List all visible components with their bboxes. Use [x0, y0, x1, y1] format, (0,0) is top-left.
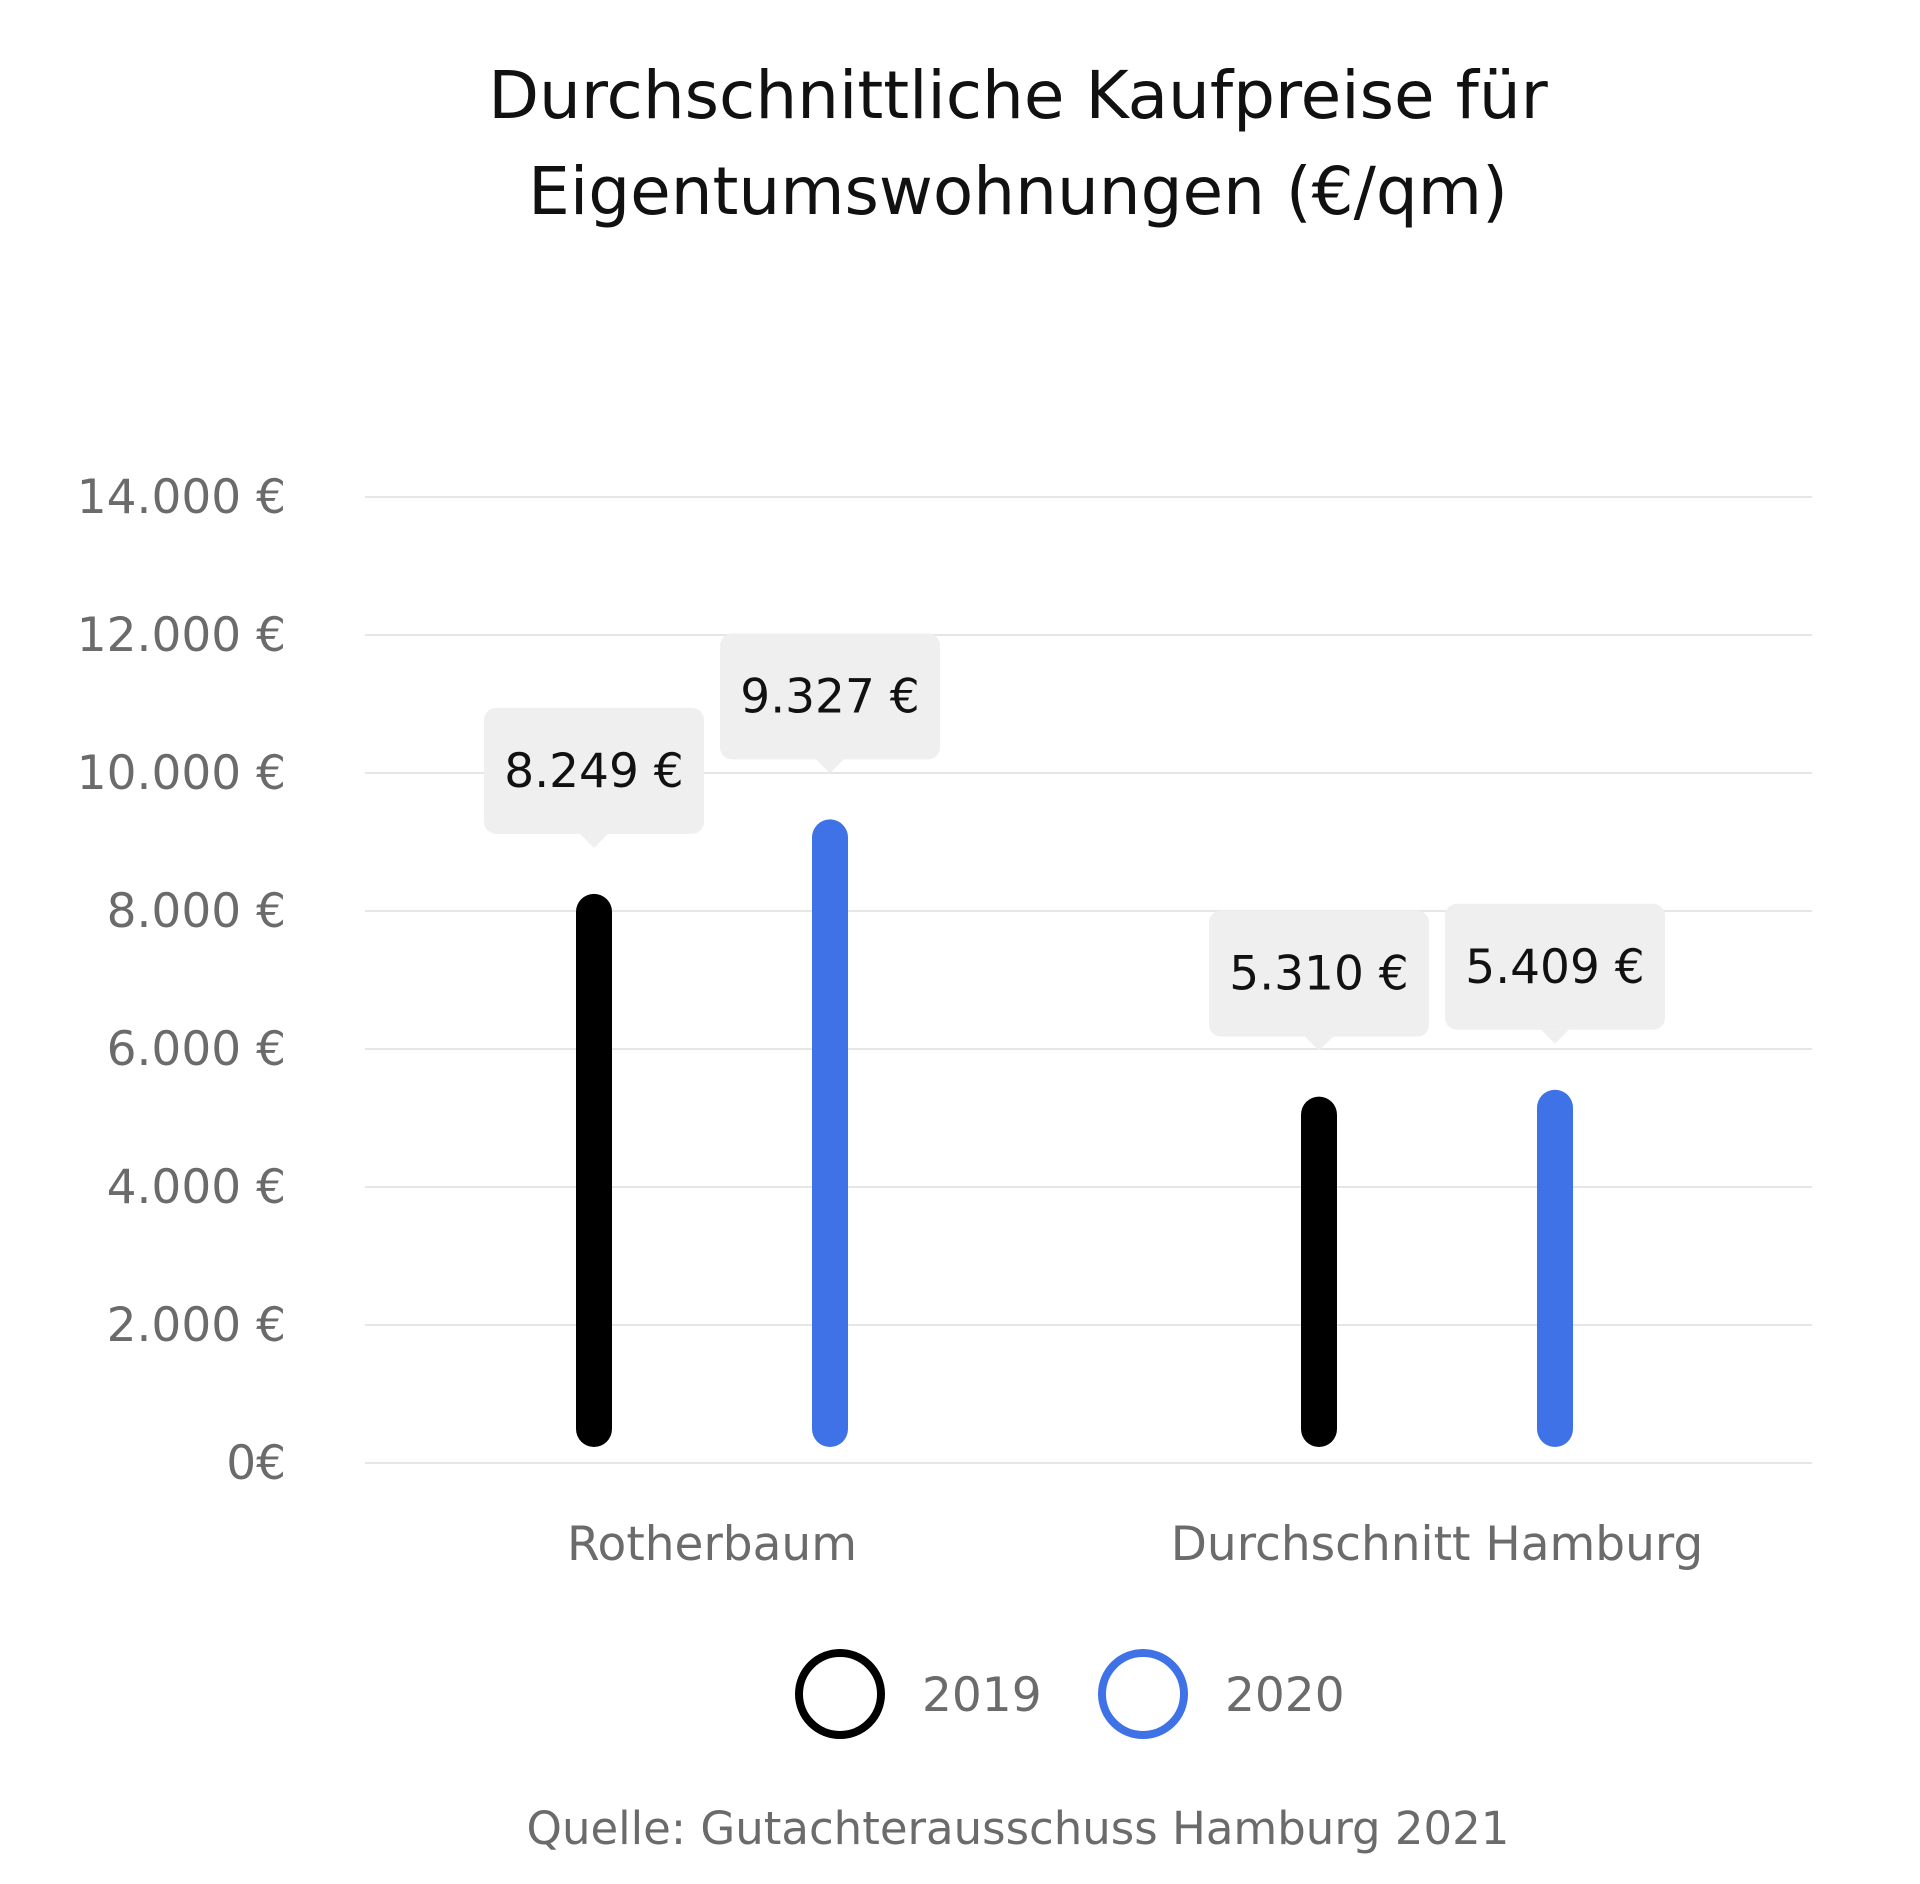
value-label-box	[1209, 910, 1429, 1037]
value-label-text: 5.310 €	[1229, 947, 1408, 1002]
value-label-text: 9.327 €	[740, 669, 919, 724]
bar-2019-0	[576, 893, 612, 1447]
y-tick-label: 12.000 €	[77, 608, 286, 663]
x-category-label: Rotherbaum	[567, 1517, 857, 1572]
legend-marker	[795, 1649, 885, 1739]
legend-marker	[1098, 1649, 1188, 1739]
value-label-pointer	[1305, 1036, 1333, 1051]
y-tick-label: 10.000 €	[77, 746, 286, 801]
bar-2019-1	[1301, 1096, 1337, 1447]
y-tick-label: 6.000 €	[107, 1022, 286, 1077]
y-tick-label: 14.000 €	[77, 470, 286, 525]
value-label-text: 5.409 €	[1465, 940, 1644, 995]
source-note: Quelle: Gutachterausschuss Hamburg 2021	[527, 1802, 1510, 1855]
legend-label: 2019	[922, 1668, 1042, 1723]
value-labels: 8.249 € 9.327 € 5.310 € 5.409 €	[484, 633, 1665, 1051]
value-label-pointer	[1541, 1029, 1569, 1044]
legend-item-2019: 2019	[795, 1649, 1042, 1739]
chart-title-line-1: Durchschnittliche Kaufpreise für	[488, 57, 1548, 134]
value-label-pointer	[816, 759, 844, 774]
legend-item-2020: 2020	[1098, 1649, 1345, 1739]
x-category-label: Durchschnitt Hamburg	[1171, 1517, 1704, 1572]
value-label-text: 8.249 €	[504, 744, 683, 799]
legend-label: 2020	[1225, 1668, 1345, 1723]
value-label-2019-0: 8.249 €	[484, 707, 704, 848]
value-label-2020-0: 9.327 €	[720, 633, 940, 774]
y-tick-label: 2.000 €	[107, 1298, 286, 1353]
legend: 2019 2020	[795, 1649, 1345, 1739]
value-label-box	[484, 707, 704, 834]
bars	[576, 819, 1573, 1447]
bar-2020-1	[1537, 1089, 1573, 1447]
y-axis-tick-labels: 0€ 2.000 € 4.000 € 6.000 € 8.000 € 10.000 € 12…	[77, 470, 286, 1491]
y-tick-label: 4.000 €	[107, 1160, 286, 1215]
chart-title-line-2: Eigentumswohnungen (€/qm)	[528, 153, 1508, 230]
value-label-box	[720, 633, 940, 760]
x-axis-category-labels: Rotherbaum Durchschnitt Hamburg	[567, 1517, 1703, 1572]
value-label-box	[1445, 903, 1665, 1030]
chart-title: Durchschnittliche Kaufpreise für Eigentu…	[488, 57, 1548, 230]
value-label-2020-1: 5.409 €	[1445, 903, 1665, 1044]
bar-2020-0	[812, 819, 848, 1447]
value-label-2019-1: 5.310 €	[1209, 910, 1429, 1051]
y-tick-label: 8.000 €	[107, 884, 286, 939]
y-tick-label: 0€	[226, 1436, 286, 1491]
value-label-pointer	[580, 833, 608, 848]
